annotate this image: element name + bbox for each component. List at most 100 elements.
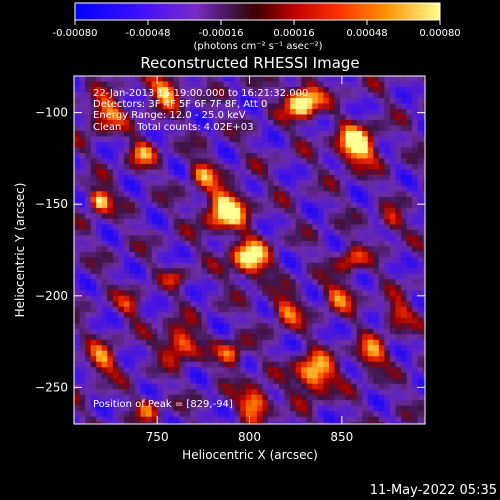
heatmap-cell xyxy=(173,372,180,379)
heatmap-cell xyxy=(273,422,280,424)
heatmap-cell xyxy=(151,383,158,390)
heatmap-cell xyxy=(251,262,258,269)
heatmap-cell xyxy=(96,152,103,160)
heatmap-cell xyxy=(229,191,236,198)
heatmap-cell xyxy=(229,339,236,346)
heatmap-cell xyxy=(312,416,319,423)
heatmap-cell xyxy=(356,394,363,401)
heatmap-cell xyxy=(168,411,175,418)
heatmap-cell xyxy=(90,301,97,308)
heatmap-cell xyxy=(107,218,114,225)
heatmap-cell xyxy=(245,180,252,187)
heatmap-cell xyxy=(229,180,236,187)
heatmap-cell xyxy=(417,284,424,291)
heatmap-cell xyxy=(328,361,336,368)
heatmap-cell xyxy=(168,405,175,412)
heatmap-cell xyxy=(351,119,358,127)
heatmap-cell xyxy=(306,306,313,313)
heatmap-cell xyxy=(406,257,413,264)
heatmap-cell xyxy=(134,416,142,423)
heatmap-cell xyxy=(312,284,319,291)
heatmap-cell xyxy=(273,356,280,363)
heatmap-cell xyxy=(168,169,175,176)
heatmap-cell xyxy=(173,185,180,192)
heatmap-cell xyxy=(123,213,131,220)
heatmap-cell xyxy=(334,196,341,203)
heatmap-cell xyxy=(267,229,275,236)
heatmap-cell xyxy=(112,312,119,319)
heatmap-cell xyxy=(118,174,125,181)
heatmap-cell xyxy=(118,422,125,424)
heatmap-cell xyxy=(290,202,297,209)
heatmap-cell xyxy=(179,257,186,264)
heatmap-cell xyxy=(367,334,374,341)
heatmap-cell xyxy=(118,76,125,83)
heatmap-cell xyxy=(423,86,425,94)
heatmap-cell xyxy=(96,76,103,83)
heatmap-cell xyxy=(201,251,208,258)
heatmap-cell xyxy=(229,207,236,214)
heatmap-cell xyxy=(362,185,369,192)
heatmap-cell xyxy=(328,191,336,198)
heatmap-cell xyxy=(334,317,341,324)
heatmap-cell xyxy=(417,86,424,94)
heatmap-cell xyxy=(267,416,275,423)
heatmap-cell xyxy=(312,262,319,269)
heatmap-cell xyxy=(423,394,425,401)
heatmap-cell xyxy=(201,114,208,121)
heatmap-cell xyxy=(151,251,158,258)
heatmap-cell xyxy=(234,262,241,269)
heatmap-cell xyxy=(400,262,408,269)
heatmap-cell xyxy=(334,356,341,363)
heatmap-cell xyxy=(96,389,103,396)
heatmap-cell xyxy=(400,350,408,357)
heatmap-cell xyxy=(406,229,413,236)
heatmap-cell xyxy=(218,152,225,160)
heatmap-cell xyxy=(118,92,125,99)
heatmap-cell xyxy=(373,350,380,357)
heatmap-cell xyxy=(168,323,175,330)
heatmap-cell xyxy=(423,328,425,335)
heatmap-cell xyxy=(251,169,258,176)
heatmap-cell xyxy=(107,361,114,368)
heatmap-cell xyxy=(273,86,280,94)
heatmap-cell xyxy=(207,411,214,418)
heatmap-cell xyxy=(345,356,352,363)
heatmap-cell xyxy=(168,119,175,127)
heatmap-cell xyxy=(162,229,169,236)
heatmap-cell xyxy=(267,295,275,302)
heatmap-cell xyxy=(229,345,236,352)
heatmap-cell xyxy=(207,389,214,396)
heatmap-cell xyxy=(389,130,397,138)
heatmap-cell xyxy=(312,411,319,418)
heatmap-cell xyxy=(134,185,142,192)
heatmap-cell xyxy=(85,306,92,313)
heatmap-cell xyxy=(184,356,191,363)
heatmap-cell xyxy=(90,405,97,412)
heatmap-cell xyxy=(212,147,219,154)
heatmap-cell xyxy=(74,218,81,225)
heatmap-cell xyxy=(395,163,402,171)
heatmap-cell xyxy=(107,378,114,385)
heatmap-cell xyxy=(389,169,397,176)
heatmap-cell xyxy=(134,125,142,132)
heatmap-cell xyxy=(356,284,363,291)
heatmap-cell xyxy=(90,169,97,176)
heatmap-cell xyxy=(362,323,369,330)
heatmap-cell xyxy=(96,240,103,247)
heatmap-cell xyxy=(367,345,374,352)
heatmap-cell xyxy=(251,92,258,99)
heatmap-cell xyxy=(140,301,147,308)
heatmap-cell xyxy=(112,81,119,88)
heatmap-cell xyxy=(123,317,131,324)
heatmap-cell xyxy=(306,273,313,280)
heatmap-cell xyxy=(362,224,369,231)
heatmap-cell xyxy=(245,383,252,390)
heatmap-cell xyxy=(134,103,142,110)
heatmap-cell xyxy=(207,422,214,424)
heatmap-cell xyxy=(129,108,136,116)
heatmap-cell xyxy=(101,367,108,374)
heatmap-cell xyxy=(356,383,363,390)
heatmap-cell xyxy=(157,229,164,236)
heatmap-cell xyxy=(412,334,419,341)
